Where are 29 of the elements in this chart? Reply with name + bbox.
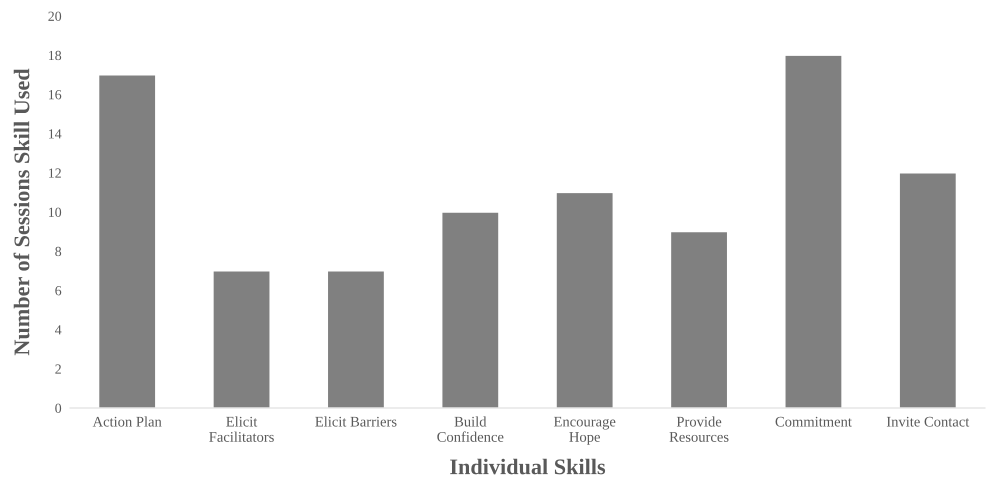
x-tick-label: Action Plan — [92, 416, 162, 427]
y-axis-title: Number of Sessions Skill Used — [14, 68, 30, 356]
y-tick-label: 6 — [55, 286, 62, 296]
bar — [212, 270, 271, 408]
x-tick-label: Elicit Barriers — [315, 416, 397, 427]
bar — [98, 74, 156, 408]
x-tick-label: Invite Contact — [886, 416, 970, 427]
y-tick-label: 12 — [49, 168, 61, 178]
y-tick-label: 4 — [54, 325, 62, 334]
x-tick-label: Commitment — [776, 416, 852, 427]
y-tick-label: 2 — [55, 364, 61, 374]
x-tick-label: Elicit Facilitators — [209, 416, 274, 442]
bar — [326, 270, 386, 408]
y-tick-label: 0 — [55, 404, 62, 413]
bar — [784, 54, 843, 408]
y-tick-label: 18 — [49, 50, 62, 60]
y-tick-label: 8 — [55, 246, 62, 256]
bar — [555, 192, 614, 408]
y-tick-label: 14 — [49, 129, 62, 138]
y-tick-label: 10 — [49, 208, 62, 217]
bar — [898, 172, 958, 408]
x-tick-label: Encourage Hope — [554, 416, 616, 445]
x-tick-label: Build Confidence — [437, 416, 504, 442]
bar — [670, 230, 728, 408]
bar — [441, 211, 500, 408]
y-tick-label: 16 — [49, 90, 62, 100]
x-tick-label: Provide Resources — [670, 416, 728, 442]
y-tick-label: 20 — [48, 12, 62, 21]
x-axis-title: Individual Skills — [450, 458, 606, 474]
